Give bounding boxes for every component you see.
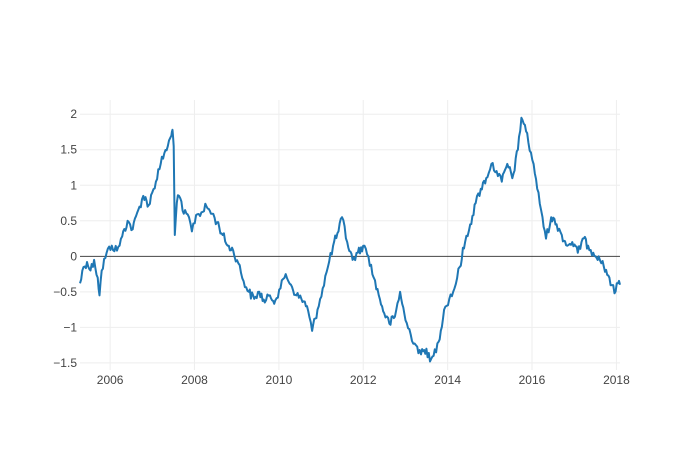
- x-tick-label: 2012: [350, 373, 377, 387]
- x-tick-label: 2016: [519, 373, 546, 387]
- series-line: [79, 116, 621, 363]
- y-tick-label: 0.5: [60, 214, 77, 228]
- y-axis-ticks: 2 1.5 1 0.5 0 −0.5 −1 −1.5: [53, 107, 77, 370]
- y-tick-label: −1: [63, 320, 77, 334]
- x-tick-label: 2018: [603, 373, 630, 387]
- series-layer: [79, 116, 621, 363]
- y-tick-label: 1: [70, 178, 77, 192]
- x-tick-label: 2008: [181, 373, 208, 387]
- x-axis-ticks: 2006 2008 2010 2012 2014 2016 2018: [97, 373, 630, 387]
- gridlines: [80, 100, 620, 370]
- x-tick-label: 2014: [434, 373, 461, 387]
- x-tick-label: 2010: [266, 373, 293, 387]
- y-tick-label: 1.5: [60, 143, 77, 157]
- y-tick-label: 2: [70, 107, 77, 121]
- x-tick-label: 2006: [97, 373, 124, 387]
- y-tick-label: −1.5: [53, 356, 77, 370]
- y-tick-label: −0.5: [53, 285, 77, 299]
- y-tick-label: 0: [70, 249, 77, 263]
